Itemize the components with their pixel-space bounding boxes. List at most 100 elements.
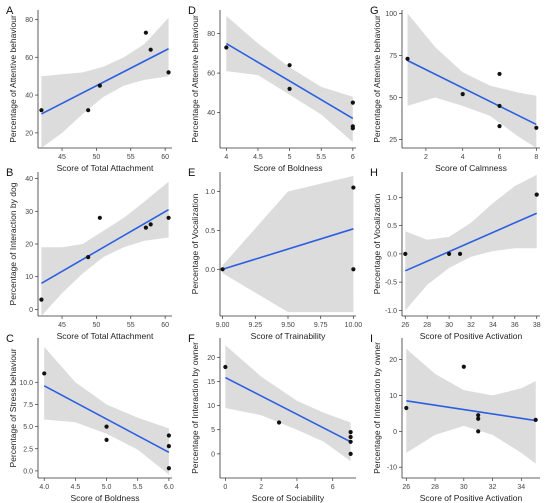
panel-h-point-3 <box>457 251 463 256</box>
panel-g-x-tick-label: 4 <box>461 154 465 161</box>
panel-c-point-2 <box>104 424 109 429</box>
panel-b-x-tick-label: 55 <box>127 322 135 329</box>
panel-a-x-tick-label: 60 <box>161 154 169 161</box>
panel-a-point-4 <box>143 30 148 35</box>
panel-c-y-tick-label: 10.0 <box>19 380 33 387</box>
panel-a-letter: A <box>6 5 14 17</box>
panel-a-confidence-band <box>41 17 169 148</box>
panel-c-y-tick-label: 0.0 <box>23 468 33 475</box>
panel-e-y-tick-label: 0.0 <box>205 267 215 274</box>
panel-i-y-tick-label: 20 <box>389 357 397 364</box>
panel-i-y-axis-title: Percentage of Interaction by owner <box>372 342 382 474</box>
panel-e-point-1 <box>220 267 225 272</box>
panel-h-point-1 <box>403 251 408 256</box>
panel-c-y-tick-label: 2.5 <box>23 446 33 453</box>
panel-d-letter: D <box>188 5 196 17</box>
panel-h-x-tick-label: 26 <box>401 322 409 329</box>
panel-f-x-tick-label: 0 <box>223 484 227 491</box>
panel-g-letter: G <box>370 5 379 17</box>
panel-i-x-tick-label: 30 <box>460 484 468 491</box>
panel-g-y-tick-label: 75 <box>389 53 397 60</box>
panel-c-y-tick-label: 5.0 <box>23 424 33 431</box>
panel-i-x-tick-label: 34 <box>517 484 525 491</box>
panel-c-point-3 <box>104 437 109 442</box>
panel-c-confidence-band <box>44 346 169 475</box>
panel-e-point-3 <box>351 267 356 272</box>
panel-f-point-4 <box>348 434 353 440</box>
panel-d-y-tick-label: 40 <box>207 110 215 117</box>
panel-b-y-axis-title: Percentage of Interaction by dog <box>8 182 18 305</box>
panel-b-x-axis-title: Score of Total Attachment <box>57 331 154 341</box>
panel-h: 26 28 30 32 34 36 38 -1.0 -0.5 0.0 0.5 1.0 Score of … <box>370 167 541 341</box>
panel-f-confidence-band <box>225 345 351 462</box>
panel-f-point-6 <box>348 451 353 456</box>
panel-d-confidence-band <box>226 15 353 143</box>
panel-i-point-3 <box>476 413 481 418</box>
panel-f-regression-line <box>225 376 351 443</box>
panel-d-x-tick-label: 5.5 <box>316 154 326 161</box>
panel-b-letter: B <box>6 167 13 179</box>
panel-a-point-1 <box>39 108 44 113</box>
panel-a-x-tick-label: 45 <box>58 154 66 161</box>
panel-f-y-tick-label: 10 <box>207 403 215 410</box>
panel-f-x-axis-title: Score of Sociability <box>252 493 325 503</box>
panel-d-regression-line <box>225 42 354 120</box>
panel-h-x-axis-title: Score of Positive Activation <box>420 331 523 341</box>
panel-g-regression-line <box>407 59 537 126</box>
panel-i-y-tick-label: 10 <box>389 393 397 400</box>
panel-a-y-axis-title: Percentage of Attentive behaviour <box>8 15 18 143</box>
panel-i-x-tick-label: 28 <box>431 484 439 491</box>
panel-b-point-1 <box>39 297 44 302</box>
panel-d-y-tick-label: 80 <box>207 31 215 38</box>
panel-g-point-1 <box>405 56 410 61</box>
panel-e-y-tick-label: 0.5 <box>205 228 215 235</box>
panel-c-x-tick-label: 4.0 <box>39 484 49 491</box>
panel-c-regression-line <box>43 385 170 454</box>
panel-f-point-3 <box>348 430 353 435</box>
panel-e-x-axis-title: Score of Trainability <box>251 331 326 341</box>
panel-h-point-2 <box>446 251 452 256</box>
panel-f: 0 2 4 6 0 5 10 15 20 Score of Sociability Percenta… <box>188 333 356 503</box>
panel-c-x-tick-label: 5.5 <box>133 484 143 491</box>
panel-i-confidence-band <box>406 348 536 464</box>
panel-d-x-tick-label: 5 <box>288 154 292 161</box>
panel-b-y-tick-label: 40 <box>25 176 33 183</box>
panel-d-point-1 <box>224 45 229 50</box>
panel-a-regression-line <box>41 48 169 115</box>
panel-b-point-5 <box>148 222 153 227</box>
panel-b-x-tick-label: 50 <box>93 322 101 329</box>
panel-c-point-1 <box>42 371 47 376</box>
panel-d-x-tick-label: 4.5 <box>253 154 263 161</box>
panel-h-y-tick-label: 1.0 <box>387 195 397 202</box>
panel-f-y-tick-label: 15 <box>207 379 215 386</box>
panel-h-x-tick-label: 28 <box>423 322 431 329</box>
panel-b-y-tick-label: 30 <box>25 209 33 216</box>
panel-c-x-tick-label: 4.5 <box>71 484 81 491</box>
panel-i-y-tick-label: -10 <box>387 465 397 472</box>
panel-i-x-tick-label: 32 <box>489 484 497 491</box>
panel-a-x-axis-title: Score of Total Attachment <box>57 163 154 173</box>
panel-g-x-tick-label: 8 <box>534 154 538 161</box>
panel-a-x-tick-label: 55 <box>127 154 135 161</box>
panel-i-x-axis-title: Score of Positive Activation <box>420 493 523 503</box>
panel-g-x-tick-label: 6 <box>498 154 502 161</box>
panel-d: 4 4.5 5 5.5 6 40 60 80 Score of Boldness Percenta… <box>188 5 356 173</box>
panel-g-point-3 <box>497 71 502 77</box>
panel-i-point-2 <box>461 364 466 369</box>
panel-e-x-tick-label: 10.00 <box>345 322 363 329</box>
panel-g-point-6 <box>534 125 539 130</box>
panel-h-regression-line <box>404 212 538 272</box>
panel-b-point-4 <box>143 225 148 230</box>
panel-a-point-2 <box>86 108 91 113</box>
panel-e-x-tick-label: 9.00 <box>216 322 230 329</box>
panel-h-x-tick-label: 34 <box>489 322 497 329</box>
panel-i: 26 28 30 32 34 -10 0 10 20 Score of Positive Acti… <box>370 333 540 503</box>
panel-a-point-3 <box>97 83 102 88</box>
panel-h-x-tick-label: 32 <box>467 322 475 329</box>
panel-i-point-4 <box>476 416 481 421</box>
panel-f-point-1 <box>223 364 228 370</box>
panel-i-y-tick-label: 0 <box>393 429 397 436</box>
panel-c-x-axis-title: Score of Boldness <box>71 493 140 503</box>
panel-c-point-5 <box>166 444 171 449</box>
panel-e-x-tick-label: 9.75 <box>314 322 328 329</box>
